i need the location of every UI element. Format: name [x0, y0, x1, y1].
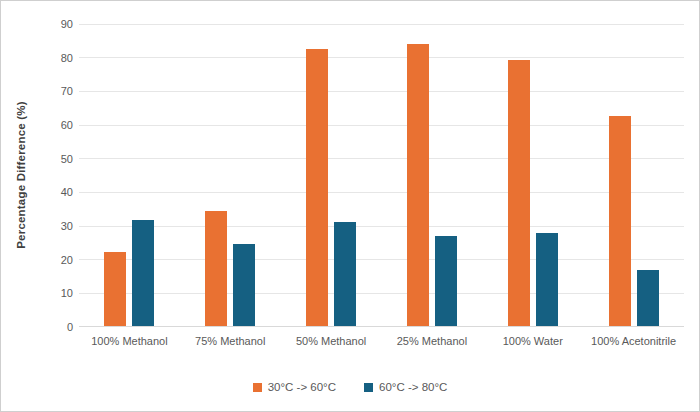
y-tick-label: 80: [1, 51, 73, 65]
legend-item: 60°C -> 80°C: [364, 381, 447, 393]
bar-group: [79, 24, 180, 327]
legend-swatch-icon: [364, 383, 373, 392]
y-tick-label: 70: [1, 84, 73, 98]
bar: [609, 116, 631, 327]
x-category-label: 75% Methanol: [180, 335, 281, 347]
y-tick-label: 50: [1, 152, 73, 166]
bar: [306, 49, 328, 327]
bar: [104, 252, 126, 327]
bar: [508, 60, 530, 327]
legend-swatch-icon: [253, 383, 262, 392]
x-category-label: 100% Water: [482, 335, 583, 347]
legend-item: 30°C -> 60°C: [253, 381, 336, 393]
bar: [334, 222, 356, 327]
bar: [637, 270, 659, 327]
bar-group: [482, 24, 583, 327]
bar: [536, 233, 558, 327]
legend-label: 60°C -> 80°C: [379, 381, 447, 393]
bar: [407, 44, 429, 327]
x-category-label: 100% Methanol: [79, 335, 180, 347]
y-tick-label: 90: [1, 17, 73, 31]
y-tick-label: 0: [1, 320, 73, 334]
chart-container: Percentage Difference (%) 01020304050607…: [0, 0, 700, 412]
y-tick-label: 40: [1, 185, 73, 199]
bar: [233, 244, 255, 327]
x-category-label: 100% Acetonitrile: [583, 335, 684, 347]
bar-group: [180, 24, 281, 327]
bar: [435, 236, 457, 327]
legend-label: 30°C -> 60°C: [268, 381, 336, 393]
legend: 30°C -> 60°C 60°C -> 80°C: [1, 381, 699, 393]
bar: [132, 220, 154, 327]
y-tick-label: 30: [1, 219, 73, 233]
x-axis-line: [79, 326, 684, 327]
x-category-label: 25% Methanol: [382, 335, 483, 347]
bar-group: [281, 24, 382, 327]
y-tick-label: 20: [1, 253, 73, 267]
bar-group: [382, 24, 483, 327]
bar: [205, 211, 227, 327]
bar-group: [583, 24, 684, 327]
y-tick-label: 10: [1, 286, 73, 300]
y-tick-label: 60: [1, 118, 73, 132]
plot-area: [79, 24, 684, 327]
x-category-label: 50% Methanol: [281, 335, 382, 347]
